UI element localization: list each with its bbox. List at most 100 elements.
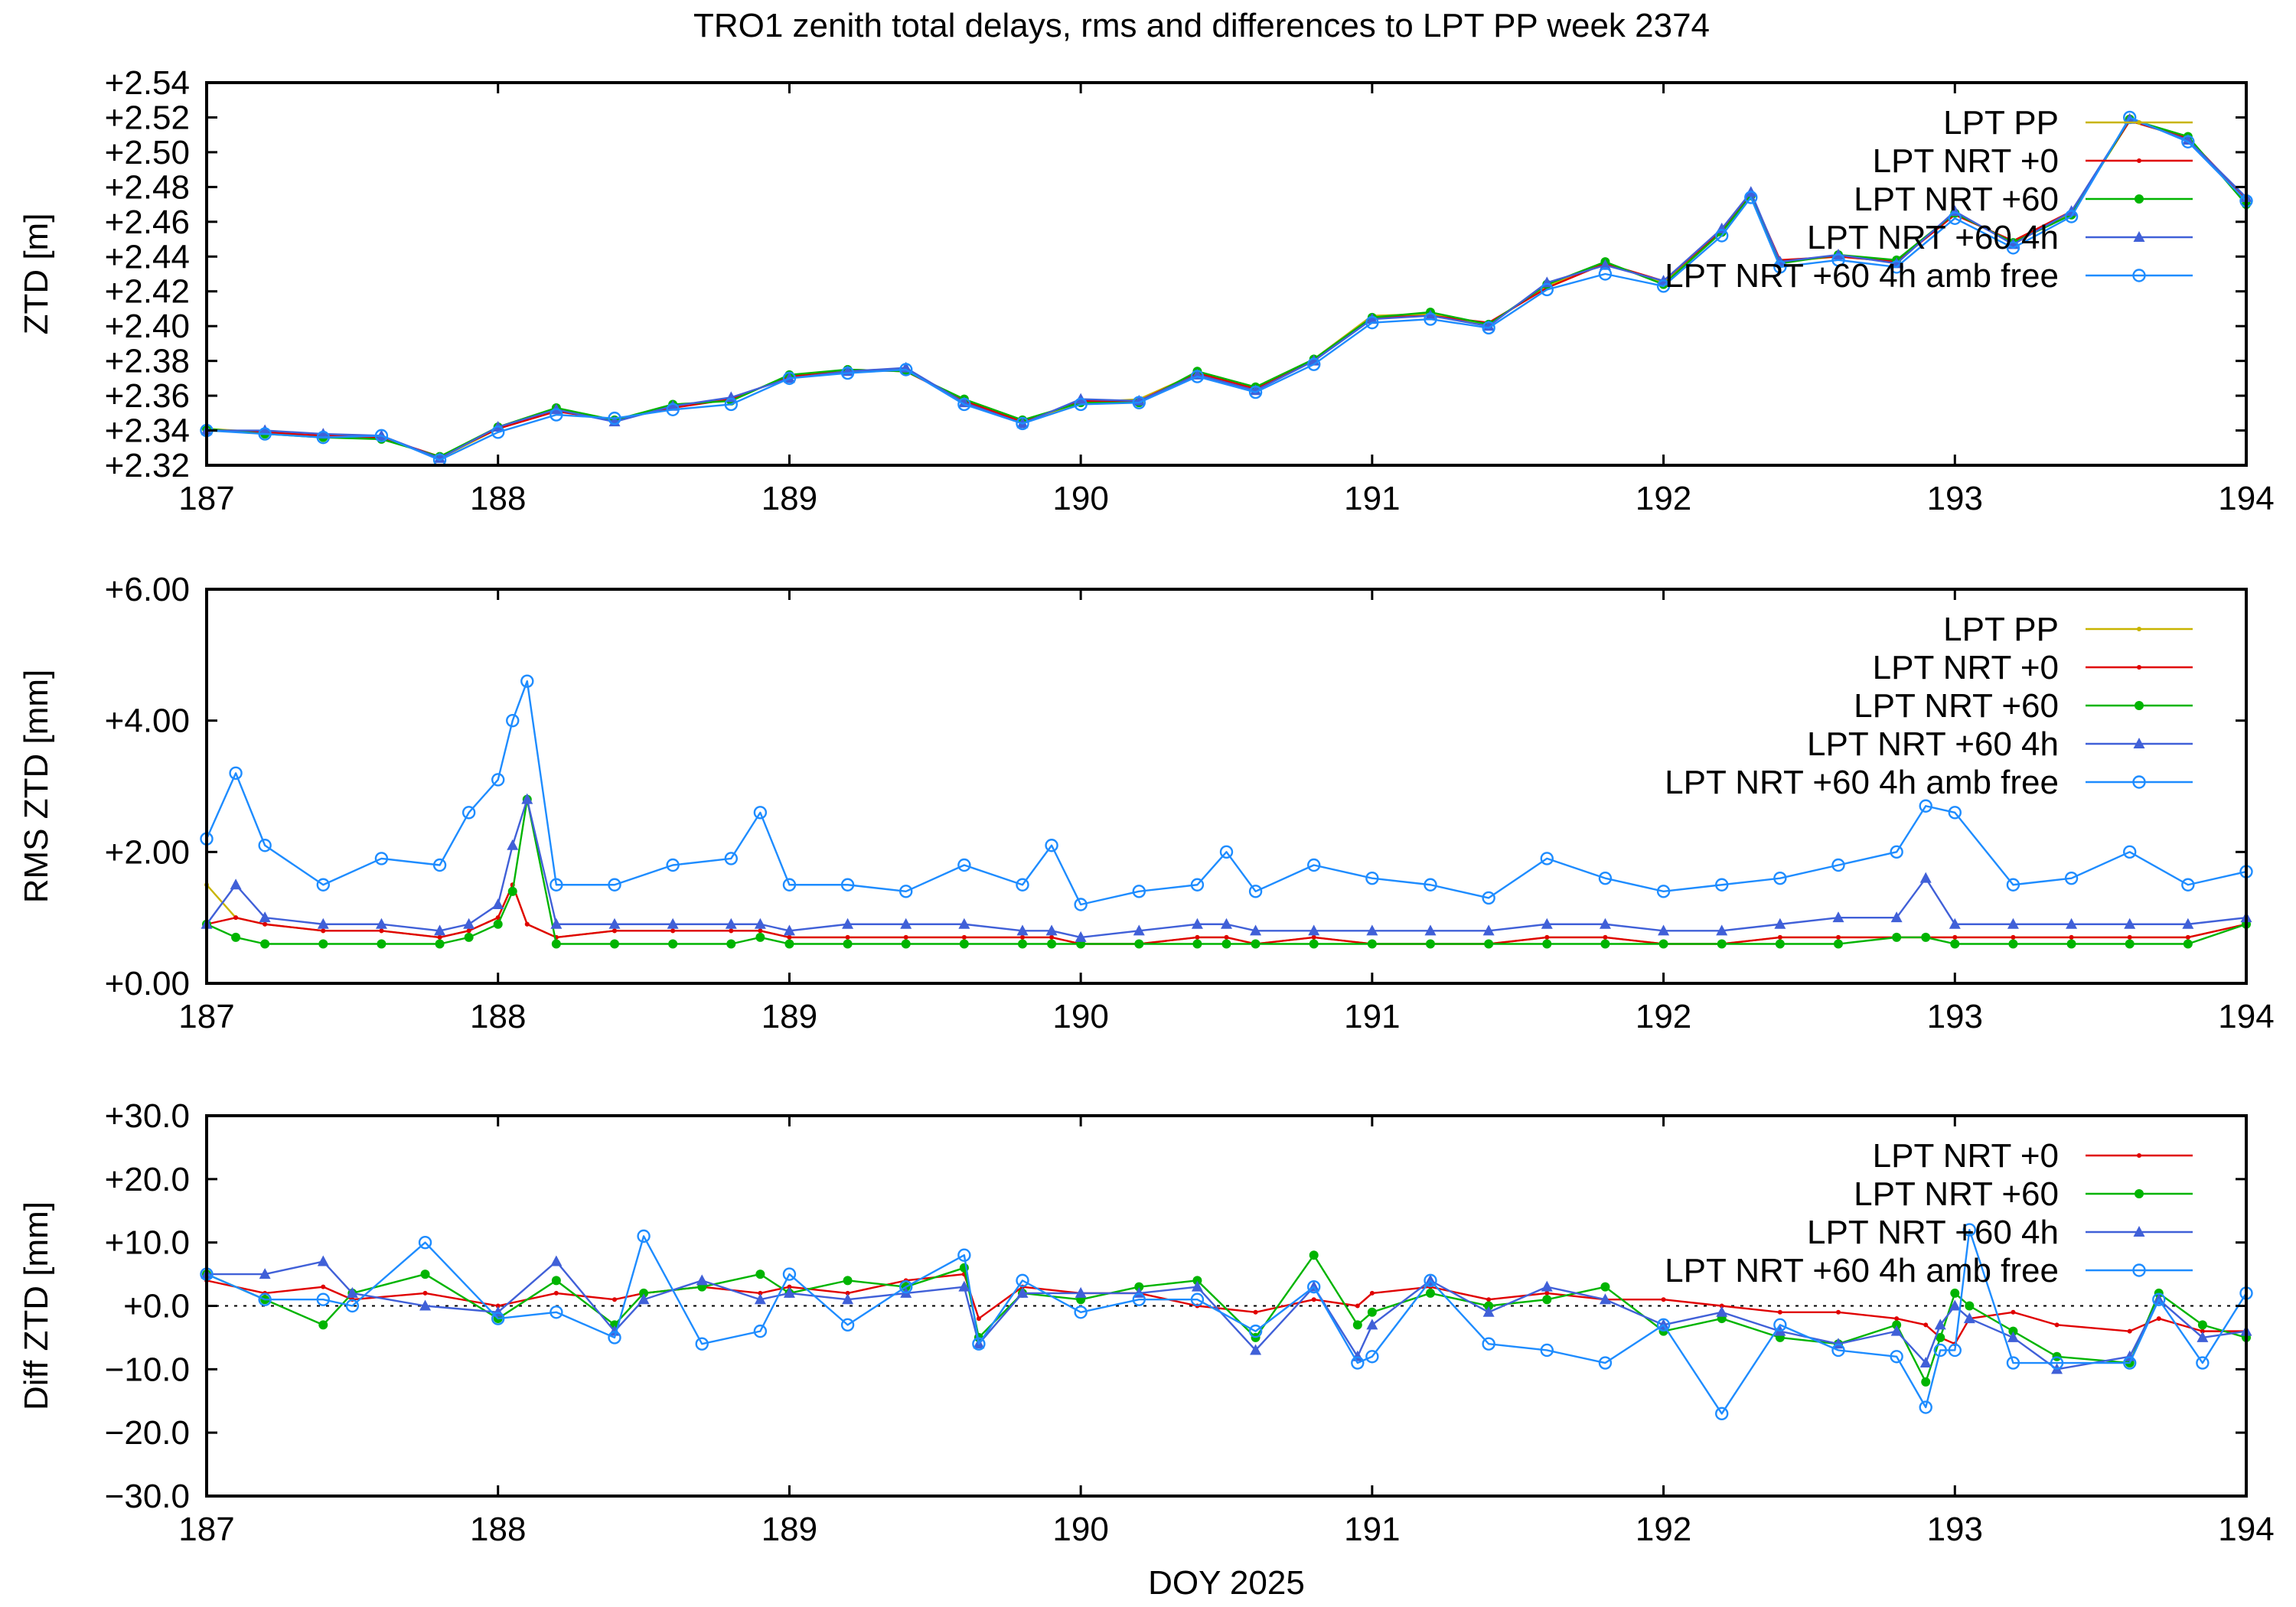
data-point: [318, 1320, 328, 1330]
series-line: [206, 116, 2247, 461]
data-point: [1894, 1316, 1900, 1322]
data-point: [1949, 1299, 1961, 1311]
legend-label: LPT NRT +60 4h amb free: [1665, 257, 2059, 295]
data-point: [420, 1270, 430, 1279]
data-point: [1047, 939, 1057, 949]
data-point: [1221, 918, 1232, 929]
data-point: [1018, 939, 1027, 949]
data-point: [667, 399, 679, 411]
data-point: [1424, 924, 1437, 936]
legend-entry: LPT NRT +60 4h amb free: [1665, 257, 2193, 295]
data-point: [321, 928, 326, 934]
y-axis-label: ZTD [m]: [18, 214, 55, 335]
legend-entry: LPT NRT +0: [1873, 142, 2193, 180]
data-point: [1307, 858, 1321, 872]
data-point: [2050, 1356, 2064, 1370]
x-tick-label: 192: [1636, 998, 1691, 1035]
data-point: [1365, 1350, 1379, 1364]
data-point: [316, 878, 330, 892]
data-point: [637, 1229, 651, 1244]
data-point: [1074, 1305, 1088, 1319]
data-point: [842, 1293, 854, 1305]
data-point: [1716, 924, 1728, 936]
data-point: [2007, 1331, 2019, 1342]
data-point: [1219, 845, 1234, 859]
legend-entry: LPT PP: [1943, 104, 2193, 142]
data-point: [422, 1290, 428, 1296]
data-point: [506, 713, 520, 728]
data-point: [1190, 1292, 1205, 1306]
data-point: [1250, 1344, 1262, 1355]
data-point: [346, 1286, 358, 1298]
y-tick-label: +2.00: [105, 833, 190, 871]
legend-entry: LPT NRT +60 4h: [1807, 725, 2193, 763]
data-point: [754, 918, 766, 929]
y-tick-label: +30.0: [105, 1097, 190, 1135]
y-tick-label: +2.36: [105, 377, 190, 415]
data-point: [787, 934, 792, 940]
series-line: [206, 798, 2247, 939]
y-tick-label: +2.34: [105, 412, 190, 450]
y-tick-label: −30.0: [105, 1478, 190, 1515]
data-point: [2156, 1316, 2161, 1322]
x-tick-label: 190: [1052, 480, 1108, 517]
data-point: [550, 1305, 563, 1319]
data-point: [1367, 939, 1377, 949]
y-tick-label: +10.0: [105, 1224, 190, 1262]
data-point: [668, 939, 678, 949]
data-point: [1426, 1288, 1435, 1298]
data-point: [1049, 934, 1055, 940]
data-point: [1190, 878, 1205, 892]
data-point: [1352, 1320, 1362, 1330]
y-tick-label: +2.54: [105, 64, 190, 102]
data-point: [1542, 1295, 1552, 1305]
x-tick-label: 187: [178, 480, 234, 517]
data-point: [550, 408, 563, 422]
data-point: [753, 806, 768, 820]
data-point: [2054, 1322, 2060, 1328]
data-point: [729, 928, 734, 934]
data-point: [461, 806, 476, 820]
y-tick-label: −20.0: [105, 1414, 190, 1452]
legend-entry: LPT NRT +60: [1854, 1175, 2193, 1213]
data-point: [2182, 918, 2194, 929]
data-point: [463, 918, 475, 929]
data-point: [1426, 939, 1435, 949]
data-point: [842, 918, 854, 929]
x-tick-label: 191: [1344, 998, 1400, 1035]
data-point: [317, 918, 329, 929]
data-point: [1773, 260, 1787, 274]
legend-entry: LPT NRT +60: [1854, 687, 2193, 725]
legend-entry: LPT NRT +60 4h: [1807, 1214, 2193, 1251]
x-tick-label: 193: [1927, 1511, 1983, 1548]
legend-marker: [2137, 627, 2141, 631]
data-point: [1016, 416, 1029, 431]
data-point: [1717, 939, 1727, 949]
legend-entry: LPT NRT +60 4h amb free: [1665, 764, 2193, 801]
legend-entry: LPT NRT +0: [1873, 1137, 2193, 1175]
data-point: [976, 1316, 981, 1322]
data-point: [1948, 211, 1962, 225]
x-tick-label: 191: [1344, 1511, 1400, 1548]
data-point: [2069, 934, 2074, 940]
data-point: [495, 915, 501, 921]
data-point: [1656, 279, 1671, 293]
data-point: [1892, 932, 1902, 942]
legend-marker: [2133, 231, 2145, 242]
data-point: [318, 939, 328, 949]
data-point: [1962, 1223, 1977, 1237]
data-point: [1933, 1343, 1947, 1358]
data-point: [843, 1276, 853, 1286]
data-point: [345, 1299, 360, 1313]
data-point: [2127, 934, 2132, 940]
data-point: [612, 1297, 617, 1302]
data-point: [1716, 1305, 1728, 1317]
legend-marker: [2137, 120, 2141, 125]
data-point: [1831, 253, 1845, 267]
data-point: [608, 918, 621, 929]
data-point: [783, 1286, 795, 1298]
data-point: [2125, 939, 2135, 949]
data-point: [1075, 1286, 1087, 1298]
data-point: [1836, 1309, 1841, 1315]
